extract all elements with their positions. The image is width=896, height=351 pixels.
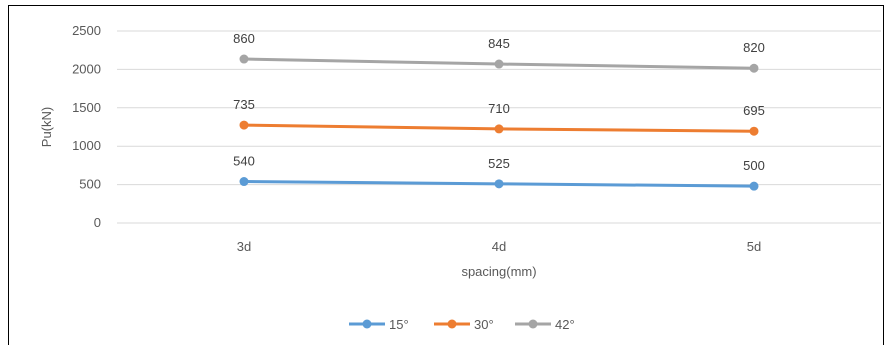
data-point <box>239 177 249 187</box>
data-point <box>749 181 759 191</box>
series-lines <box>239 54 759 191</box>
data-point <box>494 59 504 69</box>
data-label: 525 <box>488 156 510 171</box>
data-label: 695 <box>743 103 765 118</box>
data-point <box>239 54 249 64</box>
data-point <box>749 126 759 136</box>
y-tick-label: 2500 <box>72 23 101 38</box>
legend-label: 42° <box>555 317 575 332</box>
x-tick-label: 4d <box>492 239 506 254</box>
y-tick-label: 1500 <box>72 100 101 115</box>
data-label: 735 <box>233 97 255 112</box>
y-tick-label: 2000 <box>72 61 101 76</box>
line-chart: 0 500 1000 1500 2000 2500 3d 4d 5d 540 525 500 735… <box>39 23 881 332</box>
data-point <box>494 179 504 189</box>
x-axis-label: spacing(mm) <box>461 264 536 279</box>
x-tick-label: 3d <box>237 239 251 254</box>
x-tick-labels: 3d 4d 5d <box>237 239 761 254</box>
legend-marker <box>362 319 372 329</box>
x-tick-label: 5d <box>747 239 761 254</box>
y-tick-label: 1000 <box>72 138 101 153</box>
data-label: 820 <box>743 40 765 55</box>
data-label: 710 <box>488 101 510 116</box>
data-label: 845 <box>488 36 510 51</box>
y-tick-labels: 0 500 1000 1500 2000 2500 <box>72 23 101 230</box>
legend-marker <box>447 319 457 329</box>
legend-marker <box>528 319 538 329</box>
chart-frame: 0 500 1000 1500 2000 2500 3d 4d 5d 540 525 500 735… <box>8 5 884 345</box>
legend-label: 15° <box>389 317 409 332</box>
data-label: 540 <box>233 154 255 169</box>
data-labels: 540 525 500 735 710 695 860 845 820 <box>233 31 765 173</box>
legend: 15° 30° 42° <box>349 317 575 332</box>
y-tick-label: 500 <box>79 177 101 192</box>
legend-label: 30° <box>474 317 494 332</box>
data-point <box>749 63 759 73</box>
data-point <box>239 120 249 130</box>
y-axis-label: Pu(kN) <box>39 107 54 147</box>
y-tick-label: 0 <box>94 215 101 230</box>
data-label: 500 <box>743 158 765 173</box>
data-label: 860 <box>233 31 255 46</box>
data-point <box>494 124 504 134</box>
